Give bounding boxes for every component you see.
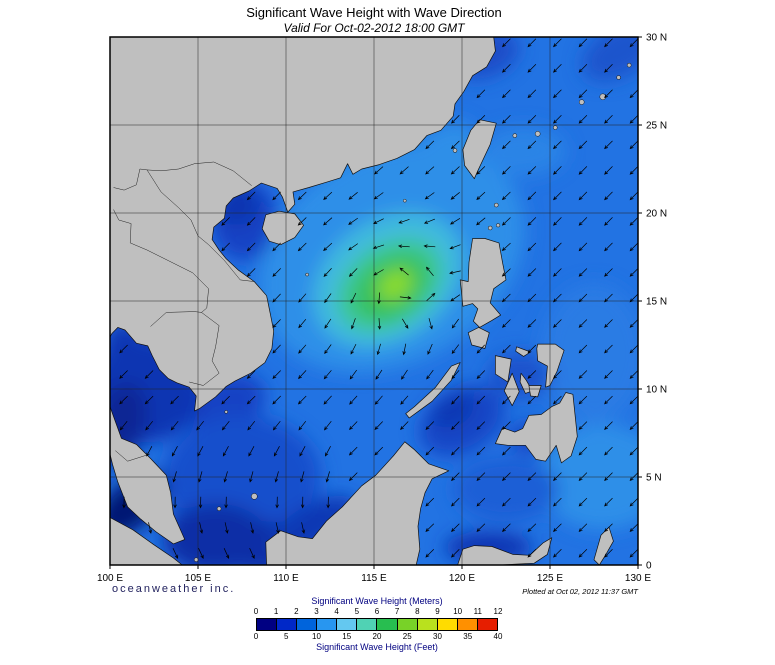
land-negros — [503, 372, 520, 407]
colorbar-segment — [357, 619, 378, 630]
colorbar-tick-label: 7 — [394, 607, 400, 616]
x-tick-label: 130 E — [625, 573, 651, 584]
island-dot — [616, 75, 621, 80]
land-bohol — [528, 385, 542, 398]
y-tick-label: 0 — [646, 561, 652, 572]
colorbar-tick-label: 10 — [453, 607, 463, 616]
island-dot — [452, 148, 458, 153]
land-sulawesi — [457, 537, 553, 565]
land-luzon — [459, 238, 507, 328]
colorbar-tick-label: 8 — [415, 607, 420, 616]
chart-subtitle: Valid For Oct-02-2012 18:00 GMT — [283, 21, 465, 35]
colorbar-tick-label: 20 — [372, 632, 382, 641]
y-tick-label: 5 N — [646, 473, 662, 484]
wave-direction-arrows — [119, 38, 639, 559]
y-tick-label: 10 N — [646, 385, 667, 396]
land-mainland_asia — [110, 37, 496, 412]
colorbar-tick-label: 10 — [312, 632, 321, 641]
colorbar-tick-label: 2 — [294, 607, 299, 616]
x-tick-label: 100 E — [97, 573, 123, 584]
colorbar-tick-label: 6 — [374, 607, 380, 616]
colorbar-tick-label: 15 — [342, 632, 352, 641]
land-mindoro — [467, 327, 490, 349]
chart-title: Significant Wave Height with Wave Direct… — [246, 5, 502, 20]
island-dot — [578, 99, 585, 105]
island-dot — [487, 225, 493, 231]
colorbar-tick-label: 25 — [402, 632, 412, 641]
island-dot — [403, 198, 407, 203]
land-malay_peninsula — [110, 406, 186, 545]
island-dot — [193, 557, 199, 562]
land-mindanao — [495, 392, 578, 464]
island-dot — [534, 131, 541, 137]
island-dot — [512, 133, 518, 138]
land-palawan — [405, 362, 461, 419]
land-masbate — [515, 346, 531, 357]
x-tick-label: 120 E — [449, 573, 475, 584]
colorbar-tick-label: 5 — [354, 607, 360, 616]
grid-layer — [110, 37, 638, 565]
x-tick-label: 115 E — [361, 573, 387, 584]
island-dot — [626, 62, 632, 68]
land-panay — [495, 355, 512, 383]
colorbar-segment — [257, 619, 278, 630]
colorbar-tick-label: 5 — [284, 632, 289, 641]
island-dot — [251, 493, 258, 500]
colorbar-tick-label: 40 — [493, 632, 503, 641]
colorbar-segment — [417, 619, 438, 630]
land-taiwan — [462, 119, 497, 180]
colorbar-tick-label: 0 — [253, 607, 259, 616]
land-layer — [110, 37, 632, 565]
map-svg: 100 E 105 E 110 E 115 E 120 E 125 E 130 E 30 N 2… — [97, 33, 667, 585]
x-tick-label: 110 E — [273, 573, 299, 584]
colorbar-meters-label: Significant Wave Height (Meters) — [311, 596, 443, 606]
y-tick-label: 15 N — [646, 297, 667, 308]
colorbar-segment — [277, 619, 298, 630]
island-dot — [553, 125, 558, 130]
colorbar-segment — [297, 619, 318, 630]
colorbar-tick-label: 12 — [493, 607, 503, 616]
colorbar-tick-label: 11 — [473, 607, 482, 616]
land-sumatra — [110, 517, 183, 565]
title-block: Significant Wave Height with Wave Direct… — [110, 5, 638, 35]
island-dot — [494, 202, 499, 208]
x-tick-label: 125 E — [537, 573, 563, 584]
colorbar-segment — [317, 619, 338, 630]
oceanweather-credit: oceanweather inc. — [112, 583, 236, 595]
colorbar-segment — [457, 619, 478, 630]
colorbar-tick-label: 1 — [273, 607, 279, 616]
land-borneo — [265, 441, 450, 565]
colorbar-tick-label: 9 — [435, 607, 440, 616]
land-samar_leyte — [536, 343, 565, 388]
island-dot — [224, 410, 228, 414]
colorbar-tick-label: 0 — [253, 632, 259, 641]
y-tick-label: 30 N — [646, 33, 667, 44]
colorbar-meters-ticks: 0 1 2 3 4 5 6 7 8 9 10 11 12 — [253, 607, 503, 617]
y-tick-label: 20 N — [646, 209, 667, 220]
colorbar-segment — [477, 619, 497, 630]
colorbar-tick-label: 30 — [433, 632, 442, 641]
y-tick-label: 25 N — [646, 121, 667, 132]
colorbar-tick-label: 35 — [463, 632, 473, 641]
colorbar-feet-label: Significant Wave Height (Feet) — [316, 642, 438, 652]
colorbar-segment — [397, 619, 418, 630]
plotted-timestamp: Plotted at Oct 02, 2012 11:37 GMT — [522, 587, 638, 596]
map-canvas: 100 E 105 E 110 E 115 E 120 E 125 E 130 E 30 N 2… — [90, 33, 775, 595]
land-halmahera — [593, 526, 614, 565]
island-dot — [496, 223, 501, 228]
island-dot — [305, 272, 309, 277]
colorbar-segment — [377, 619, 398, 630]
colorbar-tick-label: 3 — [314, 607, 319, 616]
island-dot — [216, 506, 222, 511]
colorbar-segment — [437, 619, 458, 630]
land-hainan — [261, 210, 304, 246]
colorbar-gradient-bar — [256, 618, 498, 631]
colorbar-segment — [337, 619, 358, 630]
x-tick-label: 105 E — [185, 573, 211, 584]
colorbar-tick-label: 4 — [334, 607, 339, 616]
colorbar-feet-ticks: 0 5 10 15 20 25 30 35 40 — [253, 632, 503, 642]
